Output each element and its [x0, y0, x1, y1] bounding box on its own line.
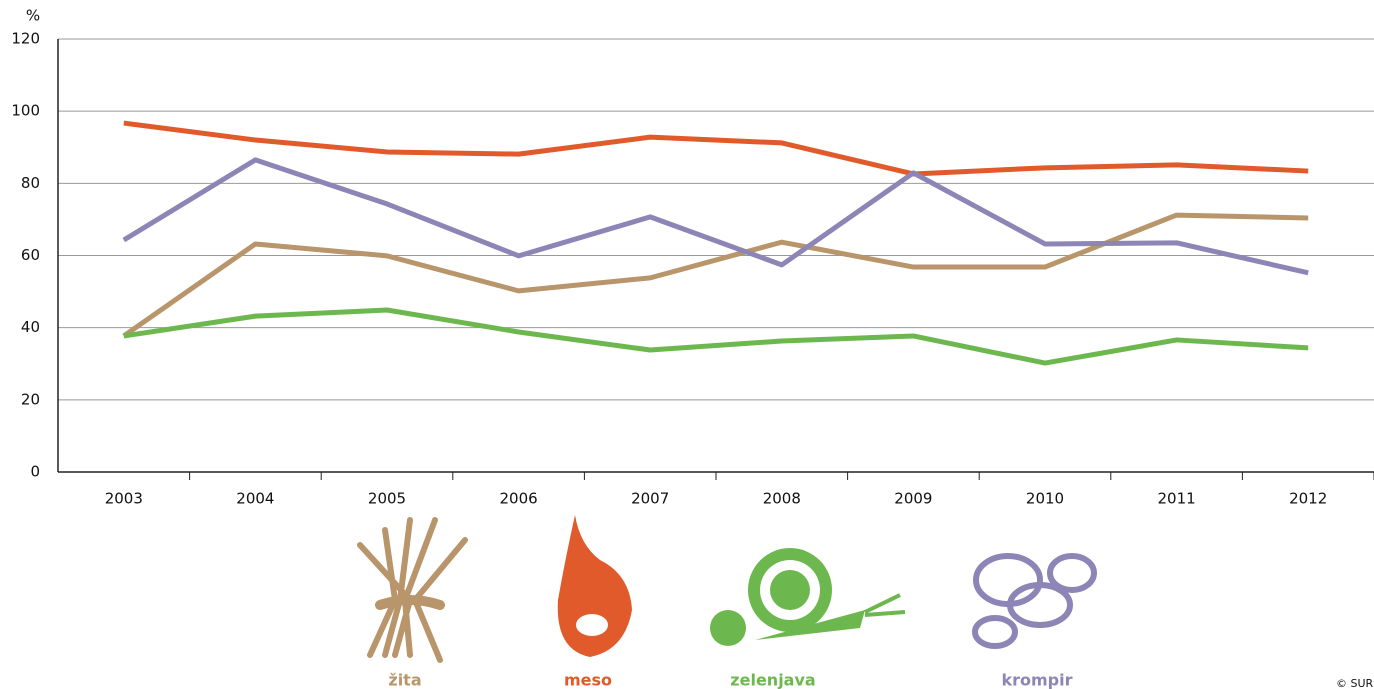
potato-icon: [972, 553, 1097, 649]
y-tick-label: 20: [21, 390, 40, 408]
meat-icon: [557, 515, 632, 657]
data-line: [122, 157, 1309, 276]
source: © SURS: [1336, 677, 1374, 689]
legend-label: krompir: [1001, 671, 1072, 689]
x-tick-label: 2008: [763, 490, 801, 508]
data-line: [123, 307, 1309, 366]
y-axis-label: %: [26, 7, 40, 25]
y-tick-label: 100: [11, 102, 40, 120]
x-tick-label: 2007: [631, 490, 669, 508]
x-tick-label: 2012: [1289, 490, 1327, 508]
wheat-icon: [357, 517, 468, 663]
x-tick-label: 2005: [368, 490, 406, 508]
y-tick-label: 80: [21, 174, 40, 192]
y-tick-label: 60: [21, 246, 40, 264]
x-tick-label: 2003: [105, 490, 143, 508]
x-tick-label: 2011: [1158, 490, 1196, 508]
vegetables-icon: [710, 548, 906, 646]
legend-label: meso: [564, 671, 612, 689]
legend-label: zelenjava: [730, 671, 815, 689]
x-tick-label: 2006: [500, 490, 538, 508]
y-tick-label: 40: [21, 318, 40, 336]
data-line: [122, 212, 1309, 339]
x-tick-label: 2010: [1026, 490, 1064, 508]
y-tick-label: 120: [11, 30, 40, 48]
y-tick-label: 0: [30, 463, 40, 481]
legend-label: žita: [388, 671, 421, 689]
x-tick-label: 2009: [894, 490, 932, 508]
data-line: [123, 120, 1309, 177]
x-tick-label: 2004: [236, 490, 274, 508]
